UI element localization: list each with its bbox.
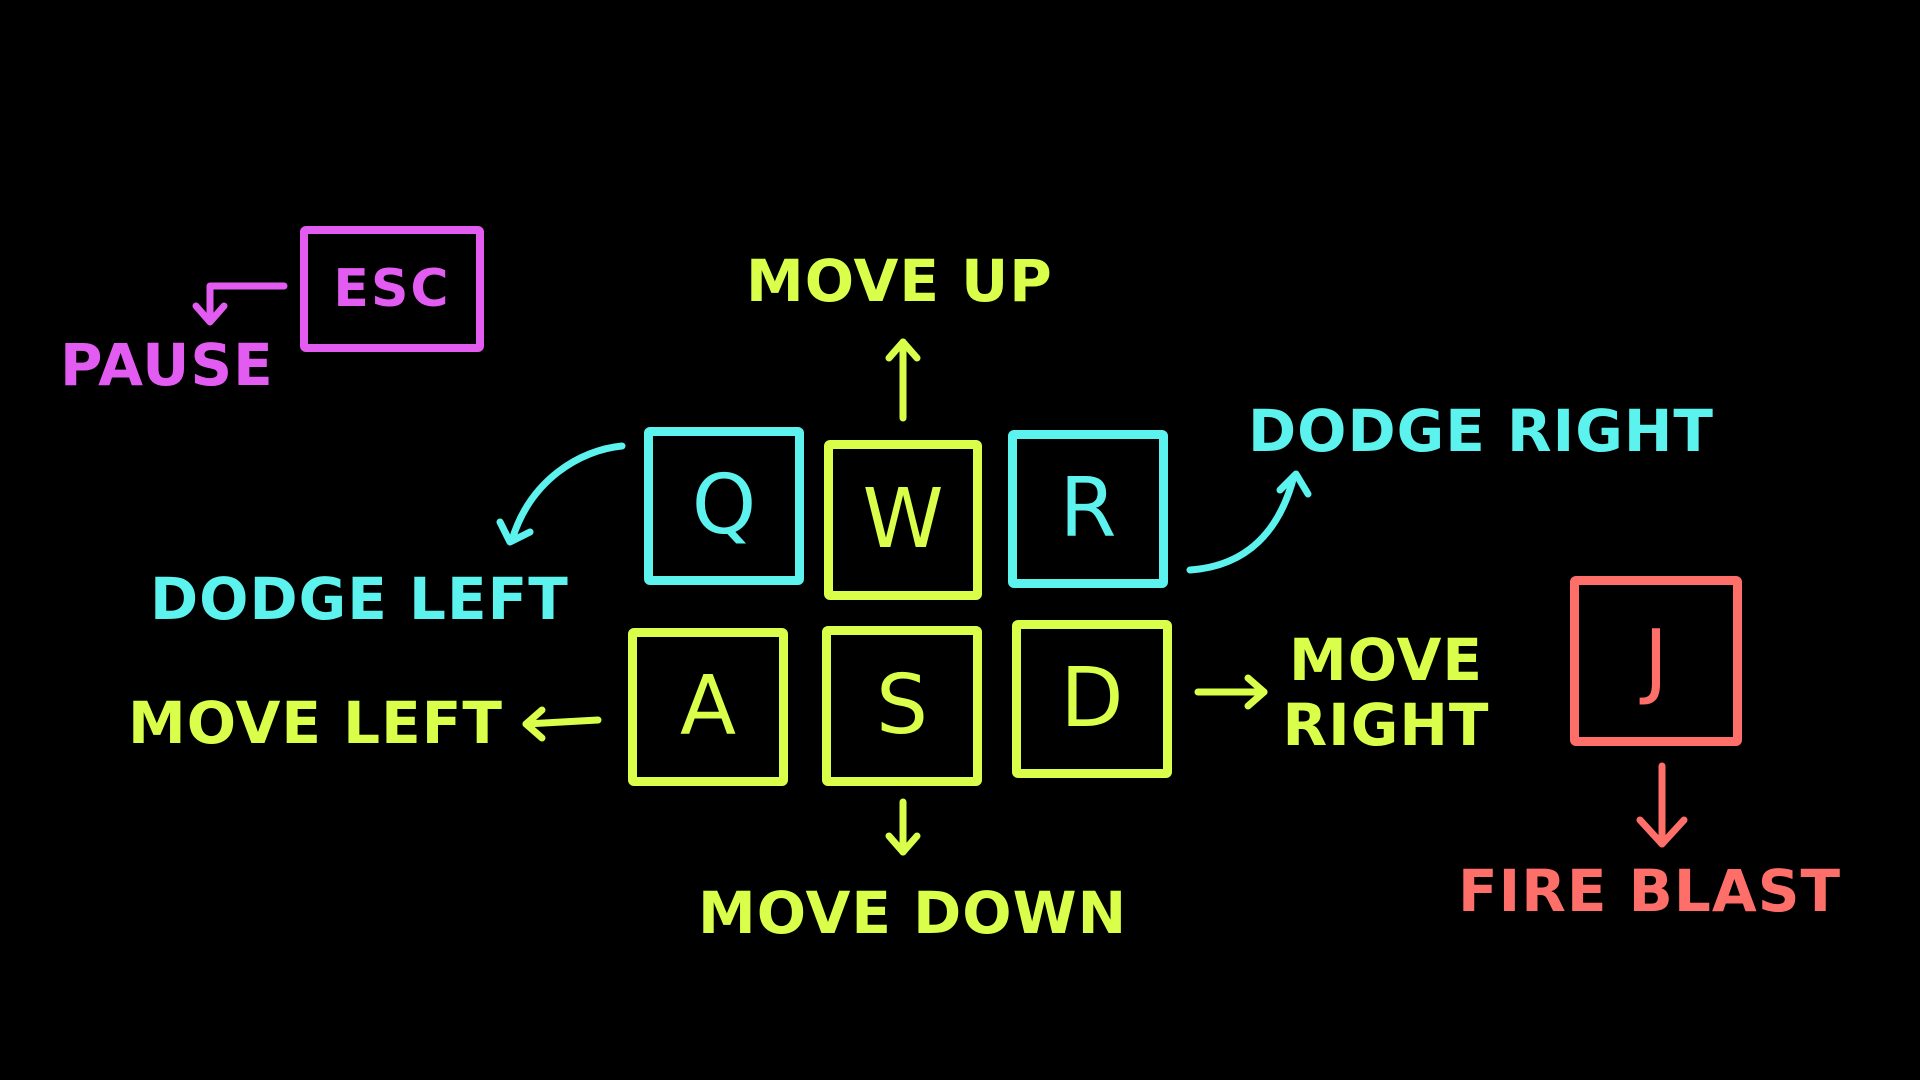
q-key: Q: [644, 427, 804, 585]
j-key-label: J: [1643, 613, 1669, 708]
dodge-right-label: DODGE RIGHT: [1248, 397, 1714, 465]
arrow-right-icon: [1194, 674, 1268, 710]
arrow-down-left-icon: [192, 282, 288, 326]
move-right-label: MOVE RIGHT: [1276, 628, 1496, 758]
move-down-label: MOVE DOWN: [698, 879, 1128, 947]
s-key: S: [822, 626, 982, 786]
curved-arrow-up-right-icon: [1186, 470, 1312, 574]
esc-key-label: ESC: [333, 259, 451, 319]
a-key: A: [628, 628, 788, 786]
a-key-label: A: [679, 659, 737, 754]
move-left-label: MOVE LEFT: [128, 689, 503, 757]
arrow-up-icon: [885, 338, 921, 422]
dodge-left-label: DODGE LEFT: [150, 565, 569, 633]
d-key-label: D: [1060, 651, 1124, 746]
d-key: D: [1012, 620, 1172, 778]
arrow-left-icon: [522, 706, 602, 742]
r-key: R: [1008, 430, 1168, 588]
move-up-label: MOVE UP: [746, 247, 1053, 315]
arrow-down-icon: [1636, 762, 1688, 848]
esc-key: ESC: [300, 226, 484, 352]
r-key-label: R: [1059, 461, 1117, 556]
curved-arrow-down-left-icon: [496, 442, 626, 546]
s-key-label: S: [875, 658, 929, 753]
j-key: J: [1570, 576, 1742, 746]
move-right-label-line1: MOVE: [1289, 626, 1483, 694]
pause-label: PAUSE: [60, 331, 274, 399]
w-key: W: [824, 440, 982, 600]
arrow-down-icon: [885, 798, 921, 856]
move-right-label-line2: RIGHT: [1282, 690, 1490, 759]
fire-blast-label: FIRE BLAST: [1458, 857, 1842, 925]
q-key-label: Q: [691, 458, 757, 553]
w-key-label: W: [862, 472, 944, 567]
